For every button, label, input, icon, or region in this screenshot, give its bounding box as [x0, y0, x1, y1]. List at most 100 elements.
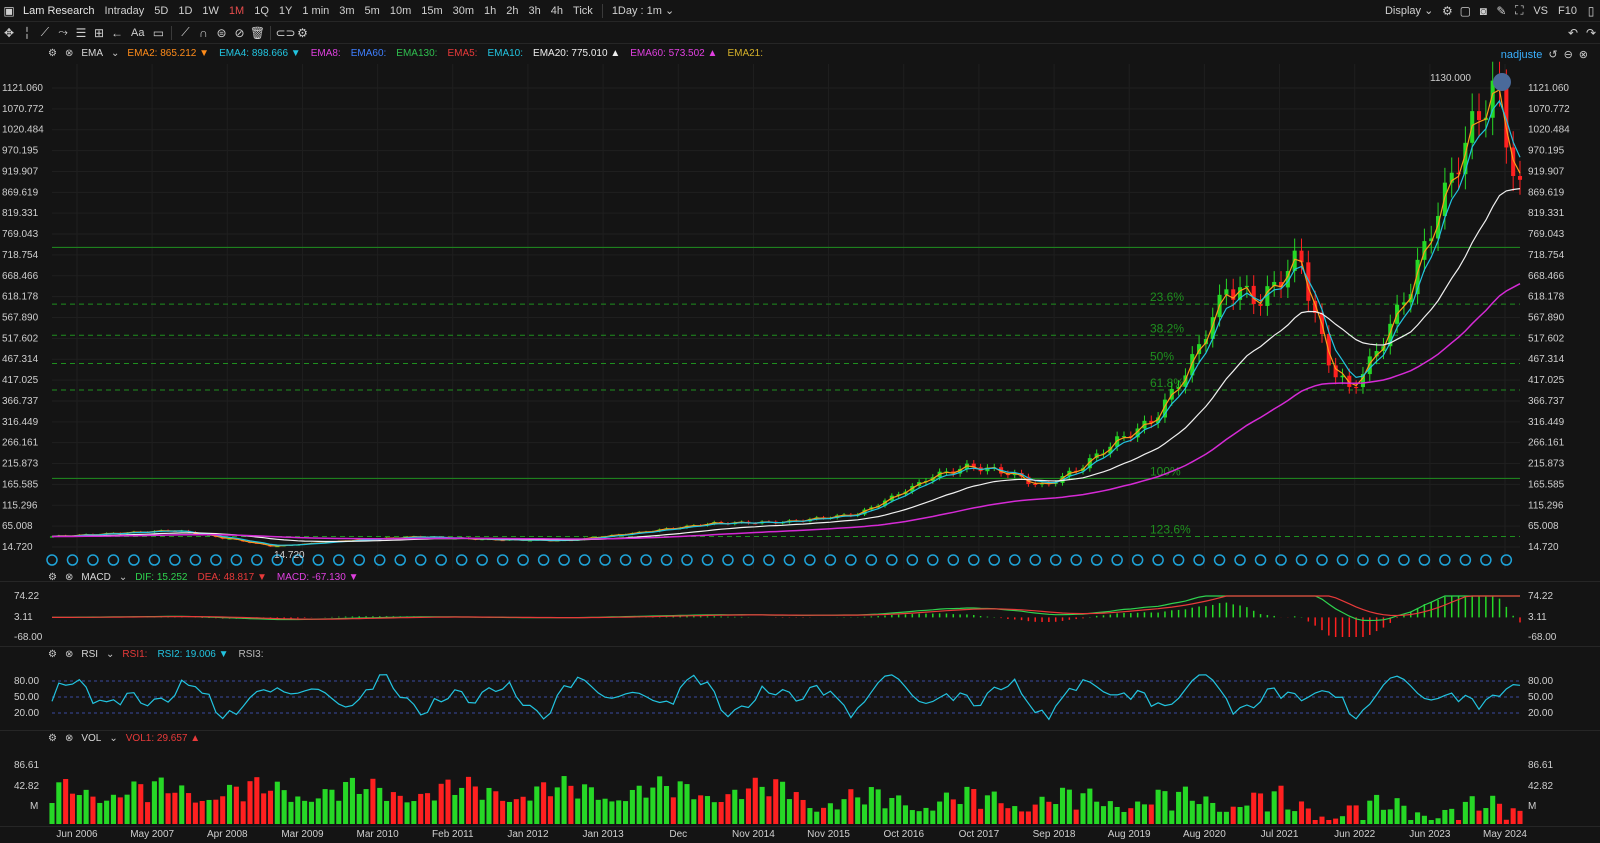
display-dropdown[interactable]: Display ⌄: [1384, 5, 1434, 17]
x-axis-label: Sep 2018: [1032, 829, 1076, 840]
period-tab[interactable]: Intraday: [104, 4, 145, 17]
close-icon[interactable]: ⊗: [64, 48, 74, 59]
period-tab[interactable]: 1Q: [254, 4, 269, 17]
macd-chart[interactable]: 74.22 74.22 3.11 3.11 -68.00 -68.00: [0, 570, 1600, 647]
gear-icon[interactable]: ⚙: [48, 572, 57, 583]
rsi-indicator-name[interactable]: RSI: [81, 649, 99, 660]
fullscreen-icon[interactable]: ⛶: [1515, 3, 1524, 17]
magnet-icon[interactable]: ∩: [199, 25, 208, 40]
period-tab[interactable]: 5D: [154, 4, 169, 17]
symbol-name[interactable]: Lam Research: [23, 4, 95, 17]
period-tab[interactable]: 5m: [364, 4, 380, 17]
gear-icon[interactable]: ⚙: [48, 48, 57, 59]
text-tool-icon[interactable]: Aa: [131, 26, 145, 39]
volume-bar: [1333, 818, 1339, 824]
candle-body: [1176, 386, 1181, 389]
price-panel: ⚙ ⊗ EMA ⌄ EMA2: 865.212 ▼ EMA4: 898.666 ▼…: [0, 44, 1600, 582]
undo-icon[interactable]: ↶: [1567, 25, 1579, 40]
close-icon[interactable]: ⊗: [64, 572, 74, 583]
volume-bar: [1073, 809, 1079, 824]
collapse-icon[interactable]: ▯: [1587, 3, 1595, 18]
chevron-down-icon[interactable]: ⌄: [106, 649, 115, 660]
macd-indicator-name[interactable]: MACD: [81, 572, 111, 583]
period-tab[interactable]: Tick: [573, 4, 593, 17]
y-axis-label: 819.331: [1528, 208, 1565, 219]
arrow-tool-icon[interactable]: ←: [111, 25, 123, 40]
period-tab[interactable]: 15m: [421, 4, 443, 17]
hide-icon[interactable]: ⊘: [234, 25, 245, 40]
trend-tool-icon[interactable]: ⟋: [40, 25, 50, 39]
vs-button[interactable]: VS: [1533, 4, 1549, 17]
volume-bar: [1449, 808, 1455, 824]
period-tab[interactable]: 10m: [389, 4, 412, 17]
period-tab[interactable]: 1Y: [278, 4, 293, 17]
chevron-down-icon[interactable]: ⌄: [111, 48, 120, 59]
period-tab[interactable]: 1M: [228, 4, 245, 17]
note-tool-icon[interactable]: ▭: [152, 25, 165, 40]
close-icon[interactable]: ⊗: [64, 733, 74, 744]
settings-icon[interactable]: ⚙: [297, 25, 308, 40]
camera-icon[interactable]: ◙: [1479, 3, 1487, 18]
candle-body: [1490, 80, 1495, 118]
pen-icon[interactable]: ✎: [1496, 3, 1507, 18]
volume-bar: [861, 804, 868, 824]
period-tab[interactable]: 3h: [528, 4, 541, 17]
event-marker-icon: [578, 554, 591, 566]
event-marker-icon: [476, 554, 488, 566]
chevron-down-icon[interactable]: ⌄: [109, 733, 118, 744]
volume-bar: [657, 776, 663, 824]
volume-bar: [513, 799, 519, 824]
volume-bar: [1285, 809, 1291, 824]
delete-icon[interactable]: 🗑: [249, 25, 266, 40]
redo-icon[interactable]: ↷: [1585, 25, 1597, 40]
event-marker-icon: [599, 554, 611, 566]
ema-legend: ⚙ ⊗ EMA ⌄ EMA2: 865.212 ▼ EMA4: 898.666 ▼…: [48, 48, 763, 59]
line-tool-icon[interactable]: ╎: [23, 25, 31, 40]
interval-dropdown[interactable]: 1Day : 1m ⌄: [607, 4, 679, 17]
event-marker-icon: [1316, 554, 1328, 566]
lock-icon[interactable]: ⊜: [216, 25, 227, 40]
close-icon[interactable]: ⊗: [1578, 49, 1588, 61]
volume-chart[interactable]: 86.61 86.61 42.82 42.82 M M: [0, 731, 1600, 826]
close-icon[interactable]: ⊗: [64, 649, 74, 660]
dif-line: [51, 595, 1520, 622]
reset-icon[interactable]: ↺: [1548, 49, 1558, 61]
gear-icon[interactable]: ⚙: [48, 733, 57, 744]
period-tab[interactable]: 30m: [452, 4, 475, 17]
pattern-tool-icon[interactable]: ☰: [75, 25, 87, 40]
crosshair-icon[interactable]: ✥: [3, 25, 15, 40]
period-tab[interactable]: 1h: [484, 4, 497, 17]
gear-icon[interactable]: ⚙: [1441, 3, 1453, 18]
price-chart[interactable]: 23.6% 38.2% 50% 61.8% 100% 123.6% 1130.000 14.7…: [0, 44, 1600, 582]
volume-bar: [1490, 795, 1496, 824]
link-icon[interactable]: ⊂⊃: [275, 25, 296, 40]
y-axis-label: 517.602: [2, 333, 39, 344]
fib-tool-icon[interactable]: ⤳: [58, 25, 68, 39]
candle-body: [1210, 317, 1215, 339]
brush-icon[interactable]: ⟋: [181, 25, 190, 39]
layout-icon[interactable]: ▢: [1459, 3, 1472, 18]
event-marker-icon: [312, 554, 325, 566]
vol-indicator-name[interactable]: VOL: [81, 733, 102, 744]
measure-tool-icon[interactable]: ⊞: [93, 25, 105, 40]
user-name[interactable]: nadjuste: [1500, 48, 1543, 61]
volume-bar: [629, 789, 635, 824]
chevron-down-icon[interactable]: ⌄: [118, 572, 128, 583]
minimize-icon[interactable]: ⊖: [1563, 49, 1573, 61]
sidebar-toggle-icon[interactable]: ▣: [3, 3, 15, 18]
period-tab[interactable]: 2h: [506, 4, 519, 17]
volume-bar: [1462, 801, 1468, 824]
f10-button[interactable]: F10: [1558, 4, 1577, 17]
x-axis-label: Jun 2022: [1334, 829, 1376, 840]
period-tab[interactable]: 3m: [339, 4, 355, 17]
period-tab[interactable]: 1 min: [302, 4, 330, 17]
rsi-chart[interactable]: 80.00 80.00 50.00 50.00 20.00 20.00: [0, 647, 1600, 731]
y-axis-label: 366.737: [2, 396, 39, 407]
ema-indicator-name[interactable]: EMA: [81, 48, 104, 59]
period-tab[interactable]: 4h: [550, 4, 564, 17]
period-tab[interactable]: 1D: [178, 4, 193, 17]
gear-icon[interactable]: ⚙: [48, 649, 57, 660]
event-marker-icon: [414, 554, 427, 566]
legend-value: 29.657: [154, 733, 188, 744]
period-tab[interactable]: 1W: [202, 4, 219, 17]
